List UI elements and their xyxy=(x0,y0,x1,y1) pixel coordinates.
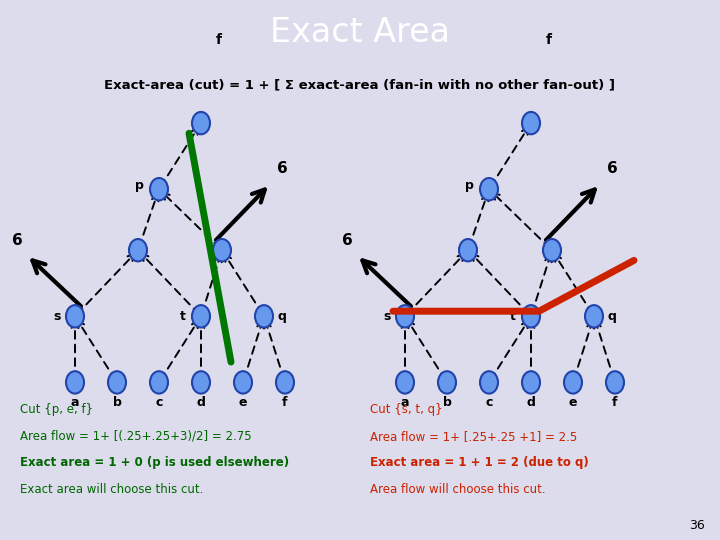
Ellipse shape xyxy=(438,371,456,394)
Text: d: d xyxy=(197,396,205,409)
Text: e: e xyxy=(239,396,247,409)
Text: q: q xyxy=(278,310,287,323)
Ellipse shape xyxy=(66,371,84,394)
Text: Exact area = 1 + 0 (p is used elsewhere): Exact area = 1 + 0 (p is used elsewhere) xyxy=(20,456,289,469)
Ellipse shape xyxy=(585,305,603,327)
Ellipse shape xyxy=(522,371,540,394)
Ellipse shape xyxy=(543,239,561,261)
Ellipse shape xyxy=(276,371,294,394)
Text: b: b xyxy=(443,396,451,409)
Ellipse shape xyxy=(234,371,252,394)
Text: f: f xyxy=(546,33,552,47)
Text: 6: 6 xyxy=(276,161,287,177)
Ellipse shape xyxy=(66,305,84,327)
Ellipse shape xyxy=(396,371,414,394)
Ellipse shape xyxy=(606,371,624,394)
Text: f: f xyxy=(282,396,288,409)
Text: b: b xyxy=(112,396,122,409)
Text: f: f xyxy=(612,396,618,409)
Text: 6: 6 xyxy=(607,161,617,177)
Ellipse shape xyxy=(480,371,498,394)
Ellipse shape xyxy=(255,305,273,327)
Text: t: t xyxy=(510,310,516,323)
Ellipse shape xyxy=(192,371,210,394)
Text: Exact Area: Exact Area xyxy=(270,16,450,49)
Ellipse shape xyxy=(150,371,168,394)
Text: q: q xyxy=(608,310,616,323)
Text: Exact area = 1 + 1 = 2 (due to q): Exact area = 1 + 1 = 2 (due to q) xyxy=(370,456,589,469)
Text: Cut {p, e, f}: Cut {p, e, f} xyxy=(20,403,93,416)
Text: a: a xyxy=(71,396,79,409)
Ellipse shape xyxy=(480,178,498,200)
Ellipse shape xyxy=(192,305,210,327)
Text: 6: 6 xyxy=(341,233,352,247)
Ellipse shape xyxy=(129,239,147,261)
Ellipse shape xyxy=(564,371,582,394)
Text: e: e xyxy=(569,396,577,409)
Text: 36: 36 xyxy=(689,519,705,532)
Text: Exact area will choose this cut.: Exact area will choose this cut. xyxy=(20,483,203,496)
Text: s: s xyxy=(53,310,60,323)
Ellipse shape xyxy=(213,239,231,261)
Text: p: p xyxy=(464,179,474,192)
Ellipse shape xyxy=(522,112,540,134)
Ellipse shape xyxy=(192,112,210,134)
Ellipse shape xyxy=(108,371,126,394)
Text: Area flow will choose this cut.: Area flow will choose this cut. xyxy=(370,483,546,496)
Text: 6: 6 xyxy=(12,233,22,247)
Text: c: c xyxy=(156,396,163,409)
Text: Area flow = 1+ [(.25+.25+3)/2] = 2.75: Area flow = 1+ [(.25+.25+3)/2] = 2.75 xyxy=(20,430,251,443)
Text: c: c xyxy=(485,396,492,409)
Text: a: a xyxy=(401,396,409,409)
Text: t: t xyxy=(180,310,186,323)
Ellipse shape xyxy=(522,305,540,327)
Ellipse shape xyxy=(396,305,414,327)
Text: f: f xyxy=(216,33,222,47)
Text: d: d xyxy=(526,396,536,409)
Text: s: s xyxy=(383,310,391,323)
Text: Area flow = 1+ [.25+.25 +1] = 2.5: Area flow = 1+ [.25+.25 +1] = 2.5 xyxy=(370,430,577,443)
Text: Exact-area (cut) = 1 + [ Σ exact-area (fan-in with no other fan-out) ]: Exact-area (cut) = 1 + [ Σ exact-area (f… xyxy=(104,78,616,91)
Ellipse shape xyxy=(459,239,477,261)
Text: p: p xyxy=(135,179,143,192)
Text: Cut {s, t, q}: Cut {s, t, q} xyxy=(370,403,443,416)
Ellipse shape xyxy=(150,178,168,200)
